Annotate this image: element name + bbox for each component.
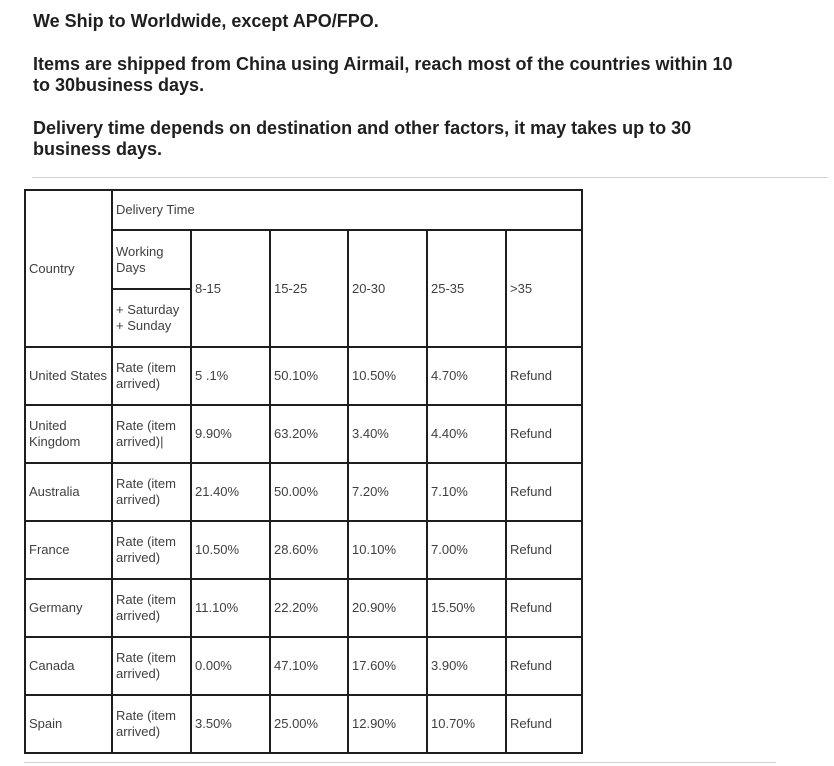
- rate-label-cell: Rate (item arrived): [111, 520, 192, 580]
- rate-value-cell: 28.60%: [269, 520, 349, 580]
- table-row-france: France Rate (item arrived) 10.50% 28.60%…: [24, 520, 584, 580]
- country-cell: United Kingdom: [24, 404, 113, 464]
- table-header-row-3: + Saturday + Sunday: [25, 288, 582, 348]
- range-header-cell: 15-25: [269, 229, 349, 348]
- rate-value-cell: 15.50%: [426, 578, 507, 638]
- country-cell: Canada: [24, 636, 113, 696]
- rate-value-cell: 3.90%: [426, 636, 507, 696]
- refund-cell: Refund: [504, 694, 584, 754]
- rate-value-cell: 5 .1%: [190, 346, 271, 406]
- intro-paragraph-airmail: Items are shipped from China using Airma…: [33, 54, 733, 95]
- rate-value-cell: 4.70%: [426, 346, 507, 406]
- rate-value-cell: 3.40%: [347, 404, 428, 464]
- table-row-germany: Germany Rate (item arrived) 11.10% 22.20…: [24, 578, 584, 638]
- refund-cell: Refund: [504, 636, 584, 696]
- rate-value-cell: 63.20%: [269, 404, 349, 464]
- country-header-cell: Country: [24, 189, 113, 348]
- rate-label-cell: Rate (item arrived): [111, 636, 192, 696]
- faint-grid-line-top: [32, 177, 828, 178]
- country-cell: Germany: [24, 578, 113, 638]
- rate-value-cell: 7.00%: [426, 520, 507, 580]
- refund-cell: Refund: [504, 578, 584, 638]
- table-row-spain: Spain Rate (item arrived) 3.50% 25.00% 1…: [24, 694, 584, 754]
- intro-paragraph-delivery-time: Delivery time depends on destination and…: [33, 118, 692, 159]
- rate-value-cell: 11.10%: [190, 578, 271, 638]
- rate-value-cell: 25.00%: [269, 694, 349, 754]
- country-cell: Australia: [24, 462, 113, 522]
- rate-value-cell: 50.10%: [269, 346, 349, 406]
- refund-cell: Refund: [504, 346, 584, 406]
- table-row-united-kingdom: United Kingdom Rate (item arrived)| 9.90…: [24, 404, 584, 464]
- refund-cell: Refund: [504, 462, 584, 522]
- saturday-sunday-header-cell: + Saturday + Sunday: [111, 288, 192, 348]
- rate-value-cell: 21.40%: [190, 462, 271, 522]
- working-days-header-cell: Working Days: [111, 229, 192, 290]
- rate-label-cell: Rate (item arrived): [111, 578, 192, 638]
- rate-value-cell: 22.20%: [269, 578, 349, 638]
- rate-value-cell: 10.70%: [426, 694, 507, 754]
- rate-value-cell: 0.00%: [190, 636, 271, 696]
- rate-label-cell: Rate (item arrived)|: [111, 404, 192, 464]
- country-cell: Spain: [24, 694, 113, 754]
- country-cell: France: [24, 520, 113, 580]
- table-header-row-2: Working Days 8-15 15-25 20-30 25-35 >35: [25, 229, 584, 348]
- delivery-time-header-cell: Delivery Time: [110, 189, 584, 231]
- range-header-cell: 20-30: [347, 229, 428, 348]
- rate-label-cell: Rate (item arrived): [111, 694, 192, 754]
- rate-value-cell: 10.50%: [190, 520, 271, 580]
- intro-paragraph-worldwide: We Ship to Worldwide, except APO/FPO.: [33, 11, 379, 31]
- shipping-intro: We Ship to Worldwide, except APO/FPO. It…: [33, 11, 833, 182]
- rate-value-cell: 17.60%: [347, 636, 428, 696]
- table-row-canada: Canada Rate (item arrived) 0.00% 47.10% …: [24, 636, 584, 696]
- table-row-united-states: United States Rate (item arrived) 5 .1% …: [24, 346, 584, 406]
- rate-value-cell: 9.90%: [190, 404, 271, 464]
- rate-value-cell: 47.10%: [269, 636, 349, 696]
- rate-value-cell: 50.00%: [269, 462, 349, 522]
- refund-cell: Refund: [504, 404, 584, 464]
- range-header-cell: >35: [504, 229, 584, 348]
- range-header-cell: 25-35: [426, 229, 507, 348]
- rate-label-cell: Rate (item arrived): [111, 346, 192, 406]
- shipping-rate-table: Country Delivery Time Working Days 8-15 …: [24, 189, 584, 754]
- rate-value-cell: 7.20%: [347, 462, 428, 522]
- rate-value-cell: 20.90%: [347, 578, 428, 638]
- range-header-cell: 8-15: [190, 229, 271, 348]
- country-cell: United States: [24, 346, 113, 406]
- table-header-row-1: Country Delivery Time: [24, 189, 584, 348]
- refund-cell: Refund: [504, 520, 584, 580]
- rate-label-cell: Rate (item arrived): [111, 462, 192, 522]
- rate-value-cell: 7.10%: [426, 462, 507, 522]
- rate-value-cell: 10.10%: [347, 520, 428, 580]
- table-row-australia: Australia Rate (item arrived) 21.40% 50.…: [24, 462, 584, 522]
- rate-value-cell: 12.90%: [347, 694, 428, 754]
- rate-value-cell: 4.40%: [426, 404, 507, 464]
- rate-value-cell: 10.50%: [347, 346, 428, 406]
- rate-value-cell: 3.50%: [190, 694, 271, 754]
- faint-grid-line-bottom: [24, 762, 776, 763]
